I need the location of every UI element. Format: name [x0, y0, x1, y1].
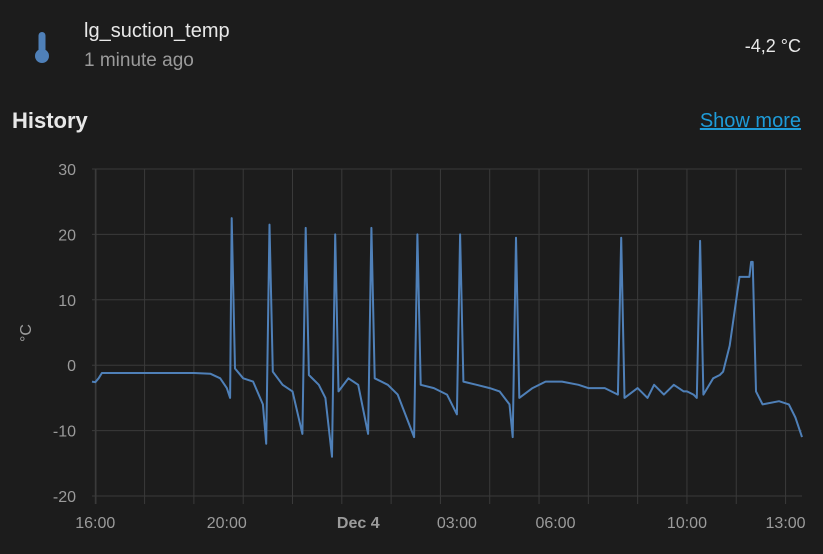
- x-tick-label: Dec 4: [337, 515, 380, 532]
- series-line: [91, 217, 803, 458]
- x-tick-label: 10:00: [667, 515, 707, 532]
- x-tick-label: 03:00: [437, 515, 477, 532]
- show-more-link[interactable]: Show more: [699, 110, 801, 132]
- chart-series: [91, 217, 803, 458]
- entity-row[interactable]: lg_suction_temp 1 minute ago -4,2 °C: [0, 0, 823, 92]
- y-tick-label: -10: [53, 424, 76, 441]
- x-axis-ticks: 16:00 20:00 Dec 4 03:00 06:00 10:00 13:00: [75, 515, 805, 532]
- x-tick-label: 16:00: [75, 515, 115, 532]
- y-axis-ticks: 30 20 10 0 -10 -20: [53, 162, 76, 506]
- y-tick-label: 30: [58, 162, 76, 179]
- entity-state: -4,2 °C: [744, 36, 801, 56]
- x-tick-label: 13:00: [766, 515, 806, 532]
- x-tick-label: 20:00: [207, 515, 247, 532]
- y-tick-label: 0: [67, 358, 76, 375]
- last-changed: 1 minute ago: [84, 50, 194, 71]
- thermometer-icon: [35, 32, 49, 63]
- chart-grid: [92, 168, 802, 504]
- y-tick-label: -20: [53, 489, 76, 506]
- y-axis-label: °C: [18, 324, 35, 342]
- y-tick-label: 10: [58, 293, 76, 310]
- history-title: History: [12, 108, 88, 133]
- entity-name: lg_suction_temp: [84, 20, 230, 42]
- x-tick-label: 06:00: [535, 515, 575, 532]
- y-tick-label: 20: [58, 227, 76, 244]
